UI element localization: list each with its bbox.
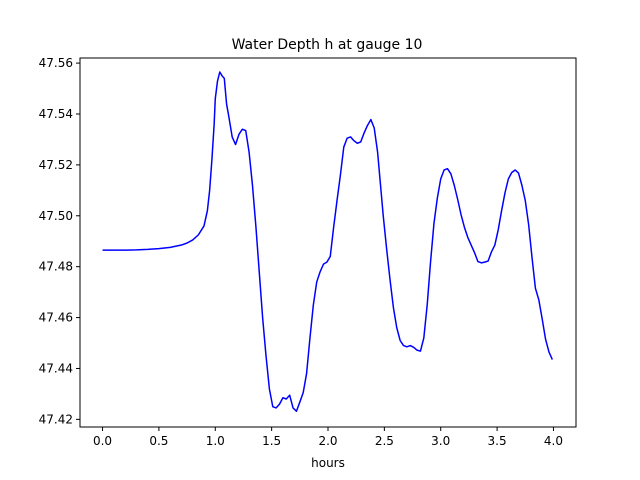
y-tick-label: 47.42: [39, 412, 73, 426]
x-tick-label: 2.5: [375, 434, 394, 448]
y-tick-label: 47.52: [39, 158, 73, 172]
x-tick-label: 4.0: [544, 434, 563, 448]
chart-title: Water Depth h at gauge 10: [232, 37, 423, 53]
plot-frame: [79, 57, 577, 428]
x-axis-label: hours: [311, 456, 345, 470]
series-line-0: [102, 71, 554, 412]
x-tick-label: 3.5: [488, 434, 507, 448]
y-tick-label: 47.48: [39, 260, 73, 274]
y-tick-label: 47.46: [39, 311, 73, 325]
x-tick-label: 0.5: [149, 434, 168, 448]
y-tick-label: 47.44: [39, 361, 73, 375]
y-tick-label: 47.56: [39, 56, 73, 70]
x-tick-label: 1.0: [206, 434, 225, 448]
x-axis: 0.0 0.5 1.0 1.5 2.0 2.5 3.0 3.5 4.0: [93, 427, 563, 448]
plot-area: [102, 71, 554, 412]
x-tick-label: 0.0: [93, 434, 112, 448]
y-tick-label: 47.54: [39, 107, 73, 121]
x-tick-label: 2.0: [318, 434, 337, 448]
x-tick-label: 1.5: [262, 434, 281, 448]
x-tick-label: 3.0: [431, 434, 450, 448]
y-axis: 47.42 47.44 47.46 47.48 47.50 47.52 47.54 47.56: [39, 56, 80, 426]
y-tick-label: 47.50: [39, 209, 73, 223]
